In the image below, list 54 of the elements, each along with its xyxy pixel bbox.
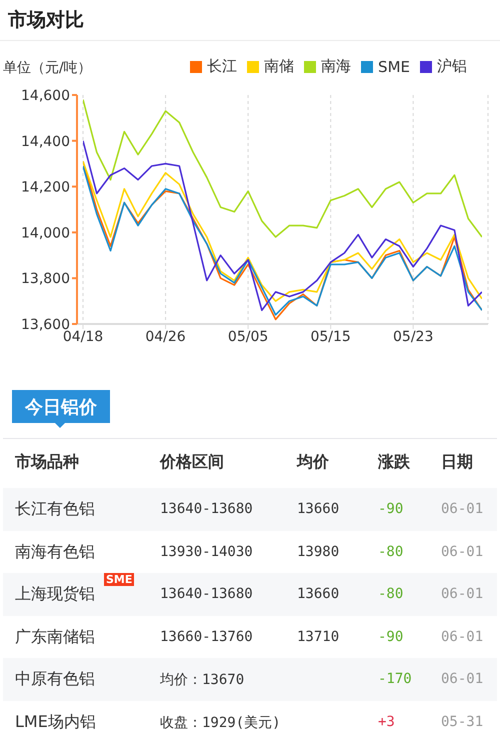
x-tick-label: 05/23	[393, 328, 434, 345]
text: +3	[378, 714, 395, 730]
text: 13710	[297, 628, 340, 644]
text: 13980	[297, 544, 340, 560]
category-label: 价格区间	[160, 452, 224, 473]
category-label: 长江有色铝	[15, 499, 95, 518]
text: 均价：13670	[160, 672, 244, 688]
text: -170	[378, 671, 412, 687]
line-series	[83, 140, 482, 312]
text: 13660	[297, 586, 340, 602]
line-series	[83, 98, 482, 238]
y-tick-label: 14,400	[21, 134, 70, 150]
legend-label: 南海	[321, 57, 352, 76]
text: 13930-14030	[160, 544, 253, 560]
text: 05-31	[441, 714, 484, 730]
category-label: 日期	[441, 452, 473, 473]
y-axis-title: 单位（元/吨）	[3, 59, 92, 77]
text: -90	[378, 628, 404, 644]
category-label: 广东南储铝	[15, 626, 95, 646]
category-label: 涨跌	[378, 452, 410, 473]
text: 13640-13680	[160, 501, 253, 517]
text: 06-01	[441, 671, 484, 687]
category-label: 市场品种	[15, 452, 79, 473]
legend-label: 南储	[264, 57, 294, 76]
y-tick-label: 14,200	[21, 180, 70, 196]
category-label: 中原有色铝	[15, 669, 95, 688]
legend-label: 长江	[207, 57, 238, 76]
text: 06-01	[441, 628, 484, 644]
text: 收盘：1929(美元)	[160, 714, 281, 730]
legend-label: SME	[378, 58, 410, 76]
text: 13660-13760	[160, 628, 253, 644]
x-tick-label: 04/26	[145, 328, 186, 345]
category-label: 南海有色铝	[15, 542, 95, 560]
text: -80	[378, 544, 404, 560]
text: 13640-13680	[160, 586, 253, 602]
x-tick-label: 05/15	[310, 328, 351, 345]
legend-label: 沪铝	[437, 57, 467, 76]
text: 06-01	[441, 544, 484, 560]
text: -90	[378, 501, 404, 517]
category-label: 上海现货铝	[15, 584, 95, 603]
text: 06-01	[441, 586, 484, 602]
text: 今日铝价	[25, 396, 97, 418]
y-tick-label: 14,000	[21, 225, 70, 242]
text: 06-01	[441, 501, 484, 517]
category-label: 均价	[297, 452, 329, 473]
x-tick-label: 04/18	[62, 328, 104, 345]
category-label: LME场内铝	[15, 712, 96, 730]
y-tick-label: 13,800	[21, 271, 70, 288]
y-tick-label: 14,600	[21, 88, 70, 104]
category-label: SME	[106, 573, 132, 586]
chart-title: 市场对比	[8, 8, 84, 33]
x-tick-label: 05/05	[228, 328, 268, 345]
text: -80	[378, 586, 404, 602]
text: 13660	[297, 501, 340, 517]
